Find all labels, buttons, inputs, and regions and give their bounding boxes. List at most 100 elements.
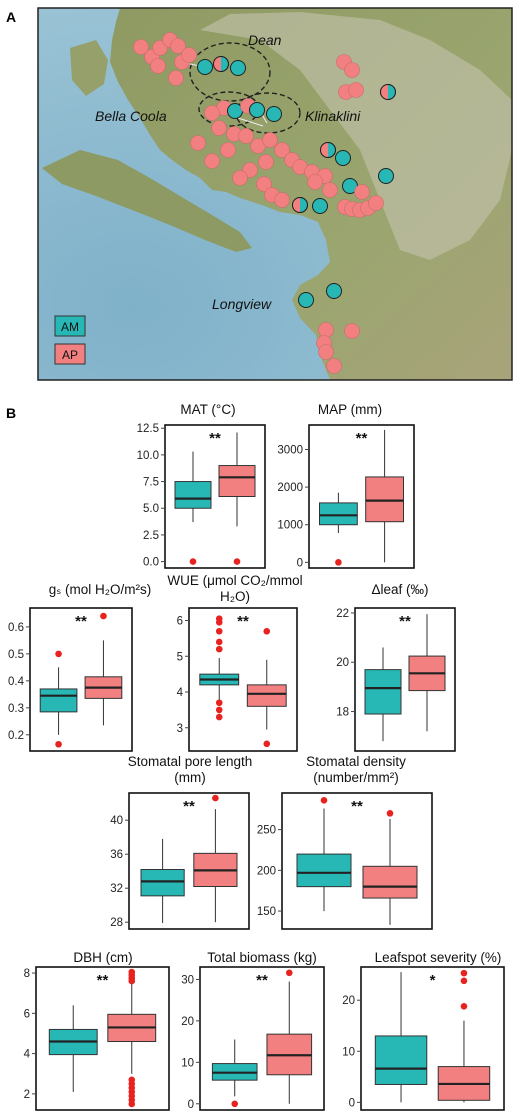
site-marker-ap [262,132,278,148]
significance-marker: * [430,972,436,989]
y-tick-label: 6 [177,616,183,628]
y-tick-label: 36 [110,849,123,861]
significance-marker: ** [351,798,363,815]
significance-marker: ** [356,430,368,447]
y-tick-label: 4 [24,1049,31,1061]
y-tick-label: 0.3 [8,703,24,715]
dean-ellipse [189,42,271,102]
box-am [39,650,78,748]
significance-marker: ** [237,613,249,630]
box-iqr [174,481,212,509]
significance-marker: ** [209,430,221,447]
site-marker-ap [274,142,290,158]
site-marker-mixed [380,84,396,100]
site-marker-am [312,198,328,214]
site-marker-am [230,60,246,76]
y-tick-label: 250 [257,825,276,837]
site-marker-ap [170,38,186,54]
site-marker-ap [368,195,384,211]
y-tick-label: 7.5 [143,477,159,489]
outlier-point [215,713,223,721]
y-tick-label: 40 [110,815,123,827]
y-tick-label: 3 [177,723,183,735]
box-iqr [246,684,287,707]
y-tick-label: 20 [336,657,349,669]
y-tick-label: 2000 [277,482,303,494]
outlier-point [215,638,223,646]
outlier-point [386,810,394,817]
site-marker-am [197,59,213,75]
box-ap [218,432,256,565]
region-label-klinaklini: Klinaklini [305,108,361,124]
boxplot-panel: gₛ (mol H₂O/m²s) 0.2 0.3 0.4 0.5 0.6 ** [8,582,152,752]
outlier-point [55,650,62,658]
outlier-point [233,558,241,565]
outlier-point [128,968,136,976]
y-tick-label: 10 [181,1057,194,1069]
panel-title: Total biomass (kg) [207,950,317,965]
box-am [364,647,402,742]
panel-title: WUE (μmol CO₂/mmol [167,573,302,588]
site-marker-am [266,106,282,122]
region-label-longview: Longview [212,296,272,312]
box-am [211,1039,258,1108]
map-island [42,150,252,252]
y-tick-label: 5.0 [143,503,159,515]
y-tick-label: 3000 [277,444,303,456]
box-iqr [296,853,352,888]
site-marker-mixed [213,56,229,72]
box-ap [246,627,287,748]
y-tick-label: 5 [177,651,183,663]
significance-marker: ** [399,613,411,630]
significance-marker: ** [256,972,268,989]
boxplot-panel: Total biomass (kg) 0 10 20 30 ** [181,950,325,1111]
box-iqr [374,1035,428,1085]
panel-title: MAP (mm) [318,402,382,417]
panel-title: gₛ (mol H₂O/m²s) [49,582,152,597]
y-tick-label: 150 [257,906,276,918]
box-iqr [218,465,256,498]
box-am [48,1005,98,1092]
outlier-point [128,1076,136,1084]
outlier-point [212,794,219,802]
outlier-point [231,1100,239,1108]
map [38,8,512,380]
box-ap [266,969,313,1104]
panel-title: DBH (cm) [73,950,132,965]
significance-marker: ** [97,972,109,989]
site-marker-ap [344,62,360,78]
box-iqr [362,865,418,899]
y-tick-label: 0 [297,557,303,569]
box-iqr [319,502,358,526]
box-am [174,451,212,565]
site-marker-ap [204,153,220,169]
y-tick-label: 2.5 [143,530,159,542]
boxplot-panel: DBH (cm) 2 4 6 8 ** [24,950,170,1111]
box-iqr [39,688,78,713]
site-marker-ap [258,154,274,170]
boxplot-panel: MAT (°C) 0.0 2.5 5.0 7.5 10.0 12.5 ** [137,402,266,569]
outlier-point [263,627,271,635]
y-tick-label: 30 [181,974,194,986]
box-am [140,838,185,924]
site-marker-ap [190,135,206,151]
site-marker-ap [318,344,334,360]
y-tick-label: 0.0 [143,557,159,569]
region-label-dean: Dean [248,32,282,48]
outlier-point [215,645,223,653]
panel-title: (mm) [174,770,205,785]
site-markers [133,32,396,374]
boxplot-panel: MAP (mm) 0 1000 2000 3000 ** [277,402,415,569]
site-marker-ap [307,174,323,190]
site-marker-am [335,150,351,166]
site-marker-am [298,292,314,308]
panel-title: Stomatal pore length [128,754,253,769]
y-tick-label: 6 [24,1008,30,1020]
y-tick-label: 0.5 [8,649,24,661]
outlier-point [335,559,342,566]
significance-marker: ** [75,613,87,630]
y-tick-label: 22 [336,608,349,620]
outlier-point [215,627,223,635]
site-marker-ap [133,39,149,55]
map-snow [200,12,512,260]
